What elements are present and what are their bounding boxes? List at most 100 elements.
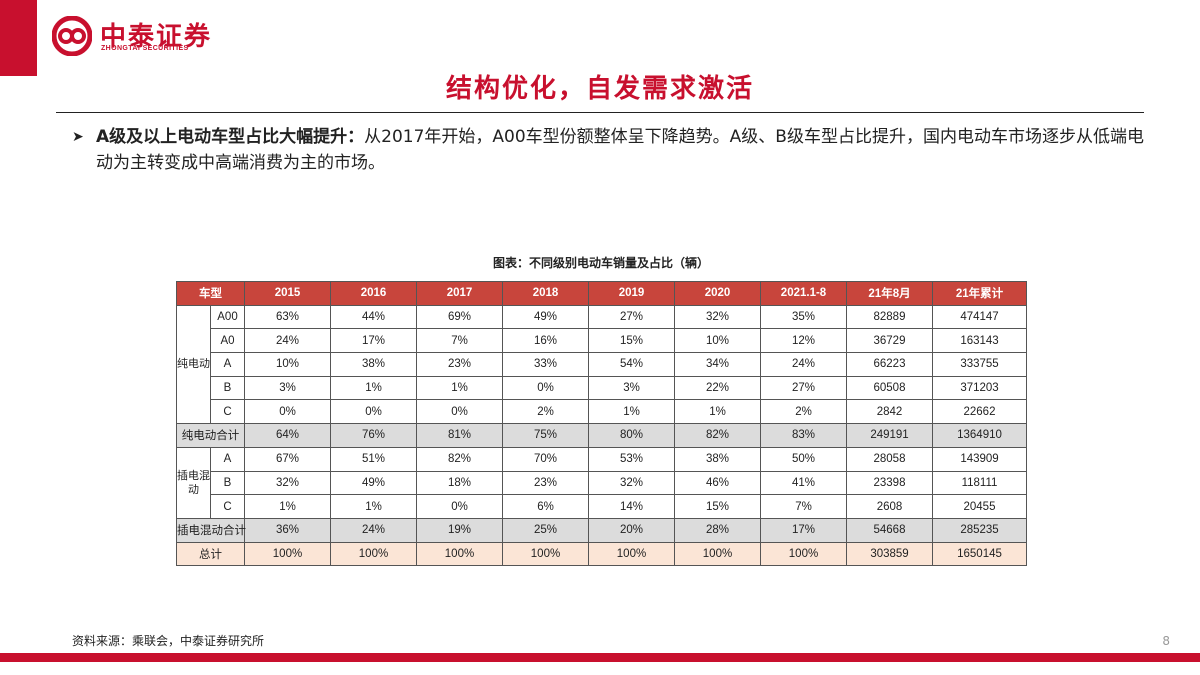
- data-cell: 10%: [244, 352, 331, 377]
- footer-accent-bar: [0, 653, 1200, 662]
- company-logo: 中泰证券 ZHONGTAI SECURITIES: [52, 14, 242, 58]
- data-cell: 2842: [846, 399, 933, 425]
- data-cell: 49%: [330, 470, 417, 496]
- data-cell: 19%: [416, 517, 503, 543]
- data-cell: 20%: [588, 517, 675, 543]
- data-cell: 27%: [588, 304, 675, 330]
- data-cell: 2%: [760, 399, 847, 425]
- data-cell: 1%: [588, 399, 675, 425]
- data-cell: 67%: [244, 446, 331, 472]
- data-cell: 32%: [588, 470, 675, 496]
- page-number: 8: [1162, 634, 1170, 648]
- data-cell: 6%: [502, 494, 589, 519]
- data-cell: 38%: [330, 352, 417, 377]
- header-cell: 21年累计: [932, 281, 1027, 306]
- model-cell: B: [210, 470, 245, 496]
- data-cell: 118111: [932, 470, 1027, 496]
- data-cell: 49%: [502, 304, 589, 330]
- bullet-text: A级及以上电动车型占比大幅提升：从2017年开始，A00车型份额整体呈下降趋势。…: [96, 124, 1152, 176]
- data-cell: 33%: [502, 352, 589, 377]
- data-cell: 23398: [846, 470, 933, 496]
- data-cell: 12%: [760, 328, 847, 354]
- data-cell: 54%: [588, 352, 675, 377]
- group-label-bev: 纯电动: [176, 304, 211, 425]
- data-cell: 15%: [588, 328, 675, 354]
- table-row: A0 24% 17% 7% 16% 15% 10% 12% 36729 1631…: [177, 328, 1027, 354]
- data-cell: 249191: [846, 423, 933, 448]
- model-cell: B: [210, 375, 245, 401]
- data-cell: 17%: [330, 328, 417, 354]
- data-cell: 28%: [674, 517, 761, 543]
- data-cell: 16%: [502, 328, 589, 354]
- data-cell: 143909: [932, 446, 1027, 472]
- table-row: 插电混动 A 67% 51% 82% 70% 53% 38% 50% 28058…: [176, 446, 1027, 519]
- data-cell: 1364910: [932, 423, 1027, 448]
- data-cell: 1%: [330, 494, 417, 519]
- data-cell: 1%: [330, 375, 417, 401]
- data-cell: 2%: [502, 399, 589, 425]
- data-cell: 3%: [244, 375, 331, 401]
- data-cell: 76%: [330, 423, 417, 448]
- data-cell: 1%: [244, 494, 331, 519]
- data-cell: 100%: [330, 541, 417, 567]
- data-cell: 51%: [330, 446, 417, 472]
- bullet-body: 从2017年开始，A00车型份额整体呈下降趋势。A级、B级车型占比提升，国内电动…: [96, 127, 1144, 173]
- data-cell: 23%: [502, 470, 589, 496]
- data-cell: 82889: [846, 304, 933, 330]
- bullet-bold-lead: A级及以上电动车型占比大幅提升：: [96, 127, 365, 147]
- table-row: C 1% 1% 0% 6% 14% 15% 7% 2608 20455: [177, 494, 1027, 519]
- data-cell: 100%: [674, 541, 761, 567]
- data-cell: 53%: [588, 446, 675, 472]
- data-cell: 1650145: [932, 541, 1027, 567]
- data-cell: 28058: [846, 446, 933, 472]
- data-cell: 474147: [932, 304, 1027, 330]
- data-cell: 1%: [416, 375, 503, 401]
- data-cell: 46%: [674, 470, 761, 496]
- data-cell: 1%: [674, 399, 761, 425]
- data-cell: 81%: [416, 423, 503, 448]
- data-cell: 0%: [416, 494, 503, 519]
- data-cell: 25%: [502, 517, 589, 543]
- table-caption: 图表：不同级别电动车销量及占比（辆）: [492, 256, 709, 270]
- data-cell: 0%: [330, 399, 417, 425]
- header-cell: 2020: [674, 281, 761, 306]
- logo-mark-icon: [52, 16, 92, 56]
- table-row: B 3% 1% 1% 0% 3% 22% 27% 60508 371203: [177, 375, 1027, 401]
- data-cell: 100%: [588, 541, 675, 567]
- data-cell: 64%: [244, 423, 331, 448]
- data-cell: 80%: [588, 423, 675, 448]
- data-cell: 24%: [760, 352, 847, 377]
- data-cell: 285235: [932, 517, 1027, 543]
- data-cell: 35%: [760, 304, 847, 330]
- table-row: B 32% 49% 18% 23% 32% 46% 41% 23398 1181…: [177, 470, 1027, 496]
- data-cell: 22662: [932, 399, 1027, 425]
- data-cell: 27%: [760, 375, 847, 401]
- header-cell: 2019: [588, 281, 675, 306]
- header-cell: 2017: [416, 281, 503, 306]
- subtotal-label: 纯电动合计: [176, 423, 245, 448]
- data-cell: 100%: [244, 541, 331, 567]
- data-cell: 32%: [244, 470, 331, 496]
- data-cell: 24%: [330, 517, 417, 543]
- data-cell: 20455: [932, 494, 1027, 519]
- data-cell: 100%: [416, 541, 503, 567]
- table-row: C 0% 0% 0% 2% 1% 1% 2% 2842 22662: [177, 399, 1027, 425]
- data-cell: 54668: [846, 517, 933, 543]
- subtotal-row-phev: 插电混动合计 36% 24% 19% 25% 20% 28% 17% 54668…: [176, 517, 1027, 543]
- model-cell: A: [210, 352, 245, 377]
- source-note: 资料来源：乘联会，中泰证券研究所: [72, 634, 265, 648]
- table-row: 纯电动 A00 63% 44% 69% 49% 27% 32% 35% 8288…: [176, 304, 1027, 425]
- data-cell: 36%: [244, 517, 331, 543]
- data-cell: 100%: [502, 541, 589, 567]
- header-cell: 21年8月: [846, 281, 933, 306]
- data-cell: 14%: [588, 494, 675, 519]
- data-cell: 7%: [760, 494, 847, 519]
- data-cell: 60508: [846, 375, 933, 401]
- data-cell: 3%: [588, 375, 675, 401]
- header-cell: 车型: [176, 281, 245, 306]
- group-label-phev: 插电混动: [176, 446, 211, 519]
- data-cell: 36729: [846, 328, 933, 354]
- data-cell: 23%: [416, 352, 503, 377]
- data-cell: 44%: [330, 304, 417, 330]
- title-divider: [56, 112, 1144, 113]
